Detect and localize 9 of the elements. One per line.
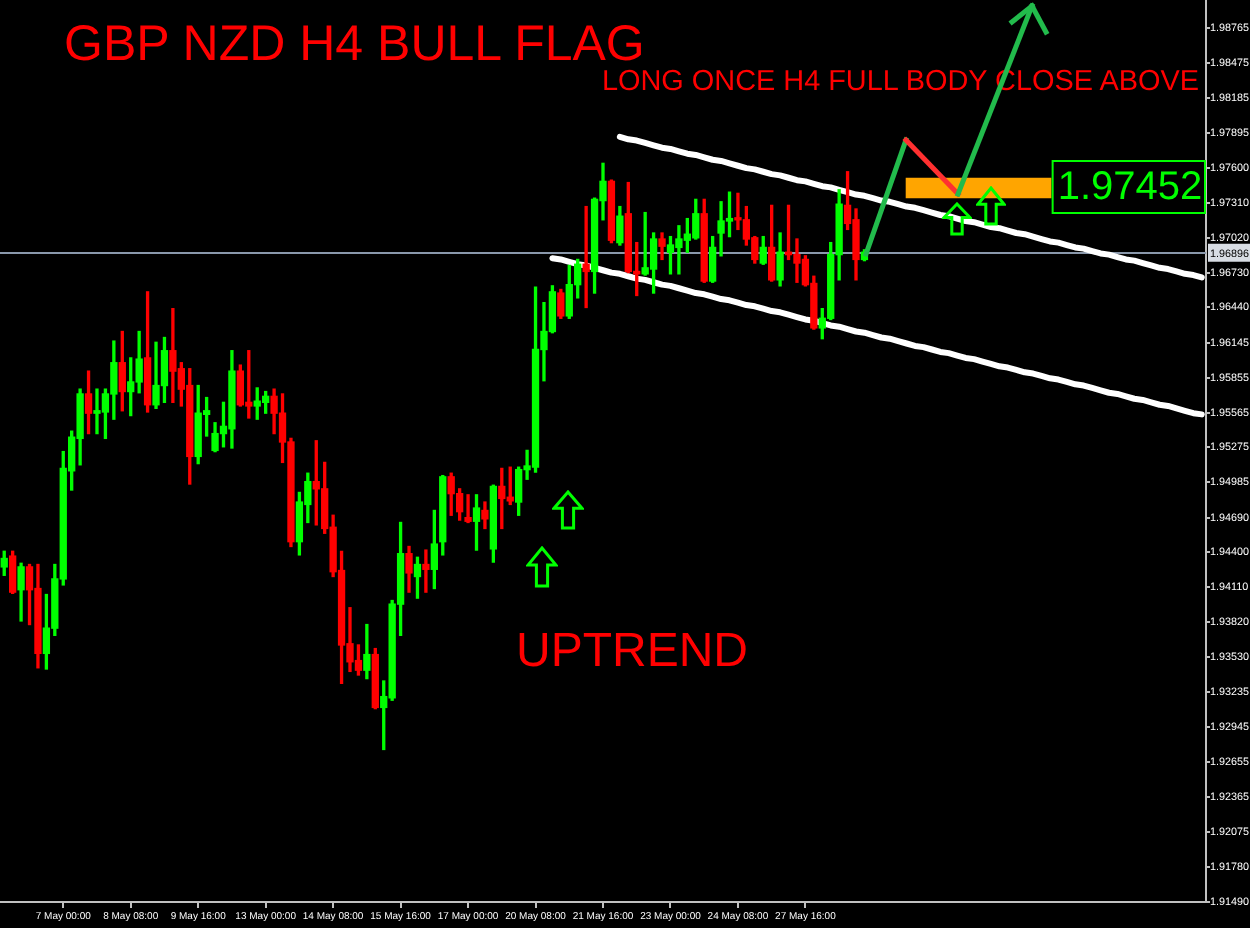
candlestick bbox=[93, 388, 101, 435]
candlestick bbox=[675, 225, 683, 275]
candlestick bbox=[422, 549, 430, 593]
chart-title: GBP NZD H4 BULL FLAG bbox=[64, 16, 645, 72]
candlestick bbox=[169, 308, 177, 404]
annotation: UPTREND bbox=[516, 624, 749, 678]
candlestick bbox=[464, 494, 472, 524]
candlestick bbox=[582, 205, 590, 309]
band-label: 1.97452 bbox=[1057, 165, 1203, 209]
